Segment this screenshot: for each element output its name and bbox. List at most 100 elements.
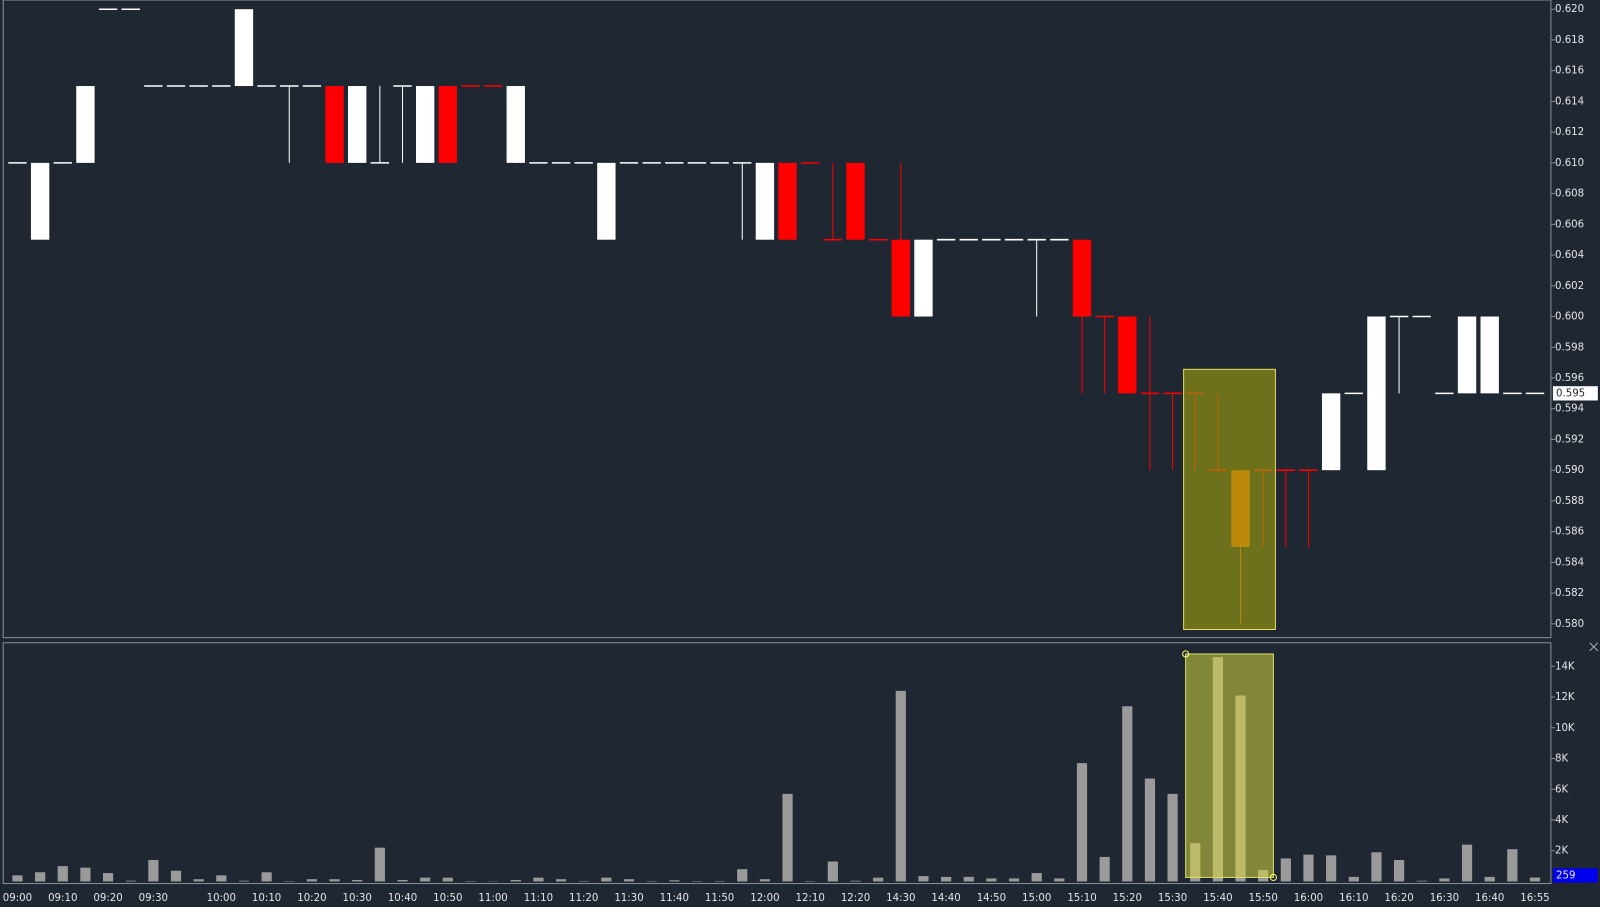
x-tick-label: 16:20 [1384,893,1413,904]
candle-body [1072,239,1092,317]
volume-bar [940,876,952,882]
candle-body [597,162,616,240]
x-tick-label: 12:10 [796,893,825,904]
volume-bar [1144,778,1156,882]
volume-bar [442,877,453,882]
volume-bar [148,859,159,882]
x-tick-label: 11:50 [705,893,734,904]
volume-bar [986,878,997,882]
candle-body [1480,316,1499,394]
volume-bar [737,869,748,882]
volume-bar [1484,876,1495,882]
candle-body [325,86,344,163]
volume-bar [555,879,567,882]
x-tick-label: 16:30 [1430,893,1459,904]
y-tick-label: 0.580 [1555,619,1584,630]
close-icon[interactable] [1589,642,1599,652]
volume-bar [1008,878,1020,882]
candle-body [891,239,910,317]
x-tick-label: 11:20 [569,893,598,904]
x-tick-label: 15:30 [1158,893,1187,904]
candle-body [1118,316,1137,394]
volume-bar [873,877,884,882]
x-tick-label: 10:00 [207,893,236,904]
candle-body [415,86,435,163]
price-pane [2,0,1552,639]
y-tick-label: 4K [1555,815,1568,826]
volume-bar [1280,858,1291,882]
handle[interactable] [1269,873,1277,881]
volume-bar [1507,849,1518,882]
y-tick-label: 0.612 [1555,127,1584,138]
x-tick-label: 09:10 [48,893,77,904]
last-volume-box [1552,868,1598,883]
volume-bar [170,870,182,882]
volume-bar [601,877,612,882]
volume-bar [35,872,46,882]
x-tick-label: 15:40 [1203,893,1232,904]
y-tick-label: 0.604 [1555,250,1584,261]
y-tick-label: 0.590 [1555,465,1584,476]
handle[interactable] [1182,650,1190,658]
candle-body [1367,316,1386,471]
y-tick-label: 10K [1555,723,1575,734]
x-tick-label: 09:00 [3,893,32,904]
x-tick-label: 15:50 [1249,893,1278,904]
x-tick-label: 16:40 [1475,893,1504,904]
x-tick-label: 12:00 [750,893,779,904]
x-tick-label: 11:00 [478,893,507,904]
volume-bar [329,879,340,882]
volume-bar [1122,706,1133,882]
highlight-box[interactable] [1185,653,1274,878]
volume-bar [80,867,91,882]
highlight-box[interactable] [1183,368,1276,631]
last-price-label: 0.595 [1556,388,1585,399]
x-tick-label: 10:40 [388,893,417,904]
candle-body [1457,316,1477,394]
y-tick-label: 0.592 [1555,434,1584,445]
y-tick-label: 0.602 [1555,281,1584,292]
volume-bar [1167,793,1178,882]
candle-body [1321,393,1341,471]
volume-bar [193,879,204,882]
x-tick-label: 10:30 [343,893,372,904]
x-tick-label: 16:00 [1294,893,1323,904]
volume-bar [397,879,408,882]
volume-bar [102,873,114,882]
candle-body [755,162,775,240]
volume-bar [1348,876,1359,882]
candle-body [914,239,933,317]
y-tick-label: 0.598 [1555,342,1584,353]
volume-bar [827,861,838,882]
x-tick-label: 09:30 [139,893,168,904]
candle-body [30,162,50,240]
x-tick-label: 10:10 [252,893,281,904]
x-tick-label: 14:40 [931,893,960,904]
y-tick-label: 12K [1555,692,1575,703]
x-tick-label: 14:50 [977,893,1006,904]
y-tick-label: 0.620 [1555,4,1584,15]
x-tick-label: 16:55 [1520,893,1549,904]
volume-bar [918,876,929,882]
volume-bar [306,879,318,882]
volume-bar [261,872,272,882]
volume-bar [1031,873,1042,882]
x-tick-label: 10:50 [433,893,462,904]
volume-bar [1054,878,1065,882]
volume-bar [216,875,227,882]
x-tick-label: 15:10 [1067,893,1096,904]
x-tick-label: 09:20 [93,893,122,904]
y-tick-label: 0.616 [1555,66,1584,77]
candle-body [76,86,95,163]
volume-bar [374,847,385,882]
y-tick-label: 0.582 [1555,588,1584,599]
candle-body [234,9,254,87]
y-tick-label: 0.614 [1555,96,1584,107]
x-tick-label: 11:30 [614,893,643,904]
candle-body [778,162,797,240]
volume-bar [1461,844,1473,882]
candle-body [438,86,457,163]
y-tick-label: 8K [1555,754,1568,765]
volume-bar [238,880,250,882]
